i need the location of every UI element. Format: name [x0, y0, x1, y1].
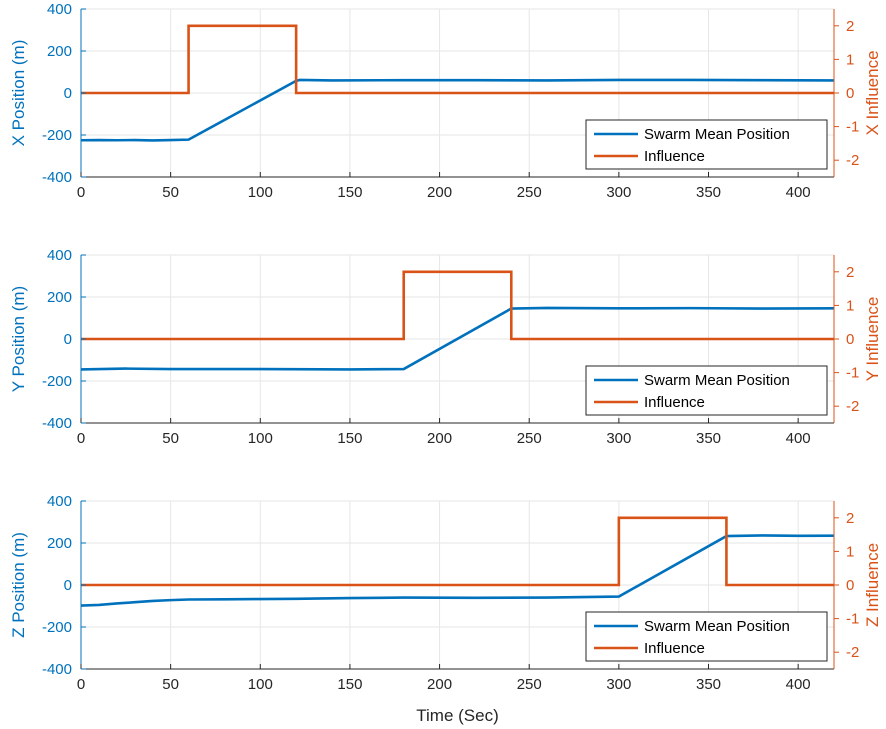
y-tick-label: 400	[47, 247, 72, 264]
chart-panel-1: 0 50 100 150 200 250 300 350 400 -400 -200 0 200 400 -…	[9, 1, 882, 201]
y-tick-label: -400	[42, 661, 72, 678]
x-tick-label: 400	[786, 676, 811, 693]
x-tick-label: 50	[162, 676, 179, 693]
y2-tick-label: -1	[846, 365, 859, 382]
y2-tick-label: -2	[846, 398, 859, 415]
y2-tick-label: 0	[846, 577, 854, 594]
y2-tick-label: 2	[846, 18, 854, 35]
y2-tick-label: -2	[846, 644, 859, 661]
x-tick-label: 350	[696, 430, 721, 447]
legend: Swarm Mean Position Influence	[585, 365, 828, 416]
y-tick-label: -200	[42, 127, 72, 144]
x-tick-label: 350	[696, 184, 721, 201]
chart-panel-2: 0 50 100 150 200 250 300 350 400 -400 -200 0 200 400 -…	[9, 247, 882, 447]
y2-tick-label: 1	[846, 543, 854, 560]
y-axis-label: X Position (m)	[9, 40, 28, 147]
x-tick-label: 250	[517, 676, 542, 693]
x-tick-label: 100	[248, 676, 273, 693]
x-tick-label: 0	[77, 184, 85, 201]
x-tick-label: 300	[606, 430, 631, 447]
x-tick-label: 50	[162, 430, 179, 447]
y2-tick-label: 2	[846, 510, 854, 527]
influence-line	[81, 516, 834, 587]
y-axis-label: Y Position (m)	[9, 286, 28, 392]
x-tick-label: 100	[248, 184, 273, 201]
x-tick-label: 100	[248, 430, 273, 447]
chart-panel-3: 0 50 100 150 200 250 300 350 400 -400 -200 0 200 400 -…	[9, 493, 882, 725]
y-tick-label: 0	[64, 85, 72, 102]
x-tick-label: 250	[517, 430, 542, 447]
y2-tick-label: 0	[846, 85, 854, 102]
y-tick-label: 400	[47, 493, 72, 510]
legend: Swarm Mean Position Influence	[585, 611, 828, 662]
y-tick-label: 200	[47, 43, 72, 60]
y2-tick-label: 1	[846, 297, 854, 314]
y-tick-label: 0	[64, 331, 72, 348]
x-axis-label: Time (Sec)	[416, 706, 499, 725]
legend-label: Swarm Mean Position	[644, 126, 790, 143]
x-tick-label: 150	[337, 184, 362, 201]
position-line	[80, 306, 835, 371]
y2-axis-label: Z Influence	[863, 543, 882, 627]
y-tick-label: 400	[47, 1, 72, 18]
y-tick-label: 200	[47, 535, 72, 552]
x-tick-label: 200	[427, 430, 452, 447]
y2-tick-label: -1	[846, 611, 859, 628]
x-tick-label: 300	[606, 184, 631, 201]
legend-label: Influence	[644, 148, 705, 165]
influence-line	[81, 24, 834, 95]
legend-label: Swarm Mean Position	[644, 372, 790, 389]
x-tick-label: 300	[606, 676, 631, 693]
legend: Swarm Mean Position Influence	[585, 119, 828, 170]
y-tick-label: -400	[42, 415, 72, 432]
y2-tick-label: -2	[846, 152, 859, 169]
x-tick-label: 150	[337, 430, 362, 447]
x-tick-label: 0	[77, 676, 85, 693]
x-tick-label: 400	[786, 430, 811, 447]
x-tick-label: 250	[517, 184, 542, 201]
legend-box	[585, 365, 828, 416]
y-tick-label: 200	[47, 289, 72, 306]
legend-label: Influence	[644, 394, 705, 411]
y2-tick-label: 1	[846, 51, 854, 68]
legend-box	[585, 611, 828, 662]
x-tick-label: 0	[77, 430, 85, 447]
position-line	[80, 78, 835, 142]
influence-line	[81, 270, 834, 341]
legend-label: Influence	[644, 640, 705, 657]
y2-tick-label: 0	[846, 331, 854, 348]
y-tick-label: -200	[42, 373, 72, 390]
y2-tick-label: -1	[846, 119, 859, 136]
x-tick-label: 200	[427, 676, 452, 693]
y-tick-label: -200	[42, 619, 72, 636]
x-tick-label: 50	[162, 184, 179, 201]
y2-tick-label: 2	[846, 264, 854, 281]
x-tick-label: 350	[696, 676, 721, 693]
y-tick-label: 0	[64, 577, 72, 594]
y2-axis-label: Y Influence	[863, 297, 882, 382]
x-tick-label: 150	[337, 676, 362, 693]
legend-label: Swarm Mean Position	[644, 618, 790, 635]
legend-box	[585, 119, 828, 170]
x-tick-label: 200	[427, 184, 452, 201]
y-tick-label: -400	[42, 169, 72, 186]
y2-axis-label: X Influence	[863, 50, 882, 135]
y-axis-label: Z Position (m)	[9, 532, 28, 638]
x-tick-label: 400	[786, 184, 811, 201]
